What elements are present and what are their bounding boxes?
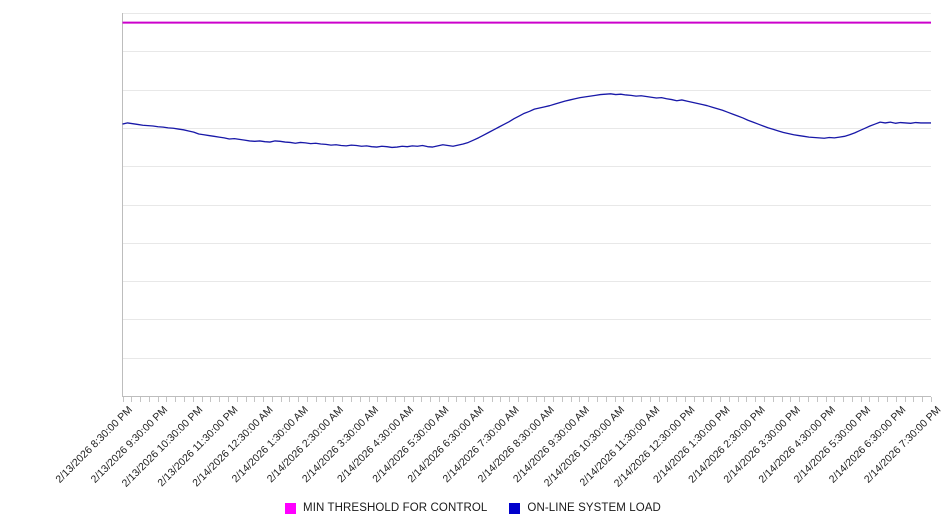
x-axis-label: 2/14/2026 2:30:00 PM [686,404,768,486]
x-axis-label: 2/14/2026 6:30:00 PM [826,404,909,486]
x-axis-minor-ticks [123,397,932,402]
legend-swatch-min-threshold [285,502,297,514]
x-axis-label: 2/14/2026 8:30:00 AM [475,404,557,486]
x-axis-label: 2/14/2026 5:30:00 AM [370,404,452,486]
x-axis-label: 2/14/2026 4:30:00 AM [335,404,417,486]
legend-item-min-threshold[interactable]: MIN THRESHOLD FOR CONTROL [285,502,487,514]
x-axis-label: 2/13/2026 9:30:00 PM [88,404,171,486]
x-axis-label: 2/14/2026 7:30:00 PM [861,404,944,486]
x-axis-label: 2/14/2026 1:30:00 PM [651,404,733,486]
x-axis-label: 2/14/2026 11:30:00 AM [577,404,663,489]
x-axis-label: 2/14/2026 12:30:00 AM [190,404,276,490]
x-axis-label: 2/14/2026 7:30:00 AM [440,404,522,486]
legend-label-min-threshold: MIN THRESHOLD FOR CONTROL [303,502,488,514]
series-line-system-load [122,93,931,149]
x-axis-label: 2/14/2026 12:30:00 PM [611,404,698,490]
legend-item-system-load[interactable]: ON-LINE SYSTEM LOAD [509,502,661,514]
chart-legend: MIN THRESHOLD FOR CONTROL ON-LINE SYSTEM… [0,498,946,518]
gridlines [122,13,931,359]
x-axis-label: 2/14/2026 5:30:00 PM [791,404,874,486]
x-axis-label: 2/14/2026 1:30:00 AM [229,404,311,486]
x-axis-label: 2/13/2026 10:30:00 PM [119,404,206,490]
x-axis-label: 2/14/2026 3:30:00 AM [299,404,382,486]
x-axis-label: 2/13/2026 11:30:00 PM [155,404,241,490]
legend-label-system-load: ON-LINE SYSTEM LOAD [527,502,661,514]
x-axis-label: 2/14/2026 6:30:00 AM [405,404,487,486]
x-axis-label: 2/14/2026 3:30:00 PM [721,404,803,486]
x-axis-label: 2/14/2026 4:30:00 PM [756,404,838,486]
x-axis-label: 2/14/2026 10:30:00 AM [541,404,628,490]
legend-swatch-system-load [509,502,521,514]
x-axis-label: 2/14/2026 2:30:00 AM [264,404,346,486]
x-axis-label: 2/14/2026 9:30:00 AM [510,404,592,486]
x-axis-label: 2/13/2026 8:30:00 PM [53,404,135,486]
